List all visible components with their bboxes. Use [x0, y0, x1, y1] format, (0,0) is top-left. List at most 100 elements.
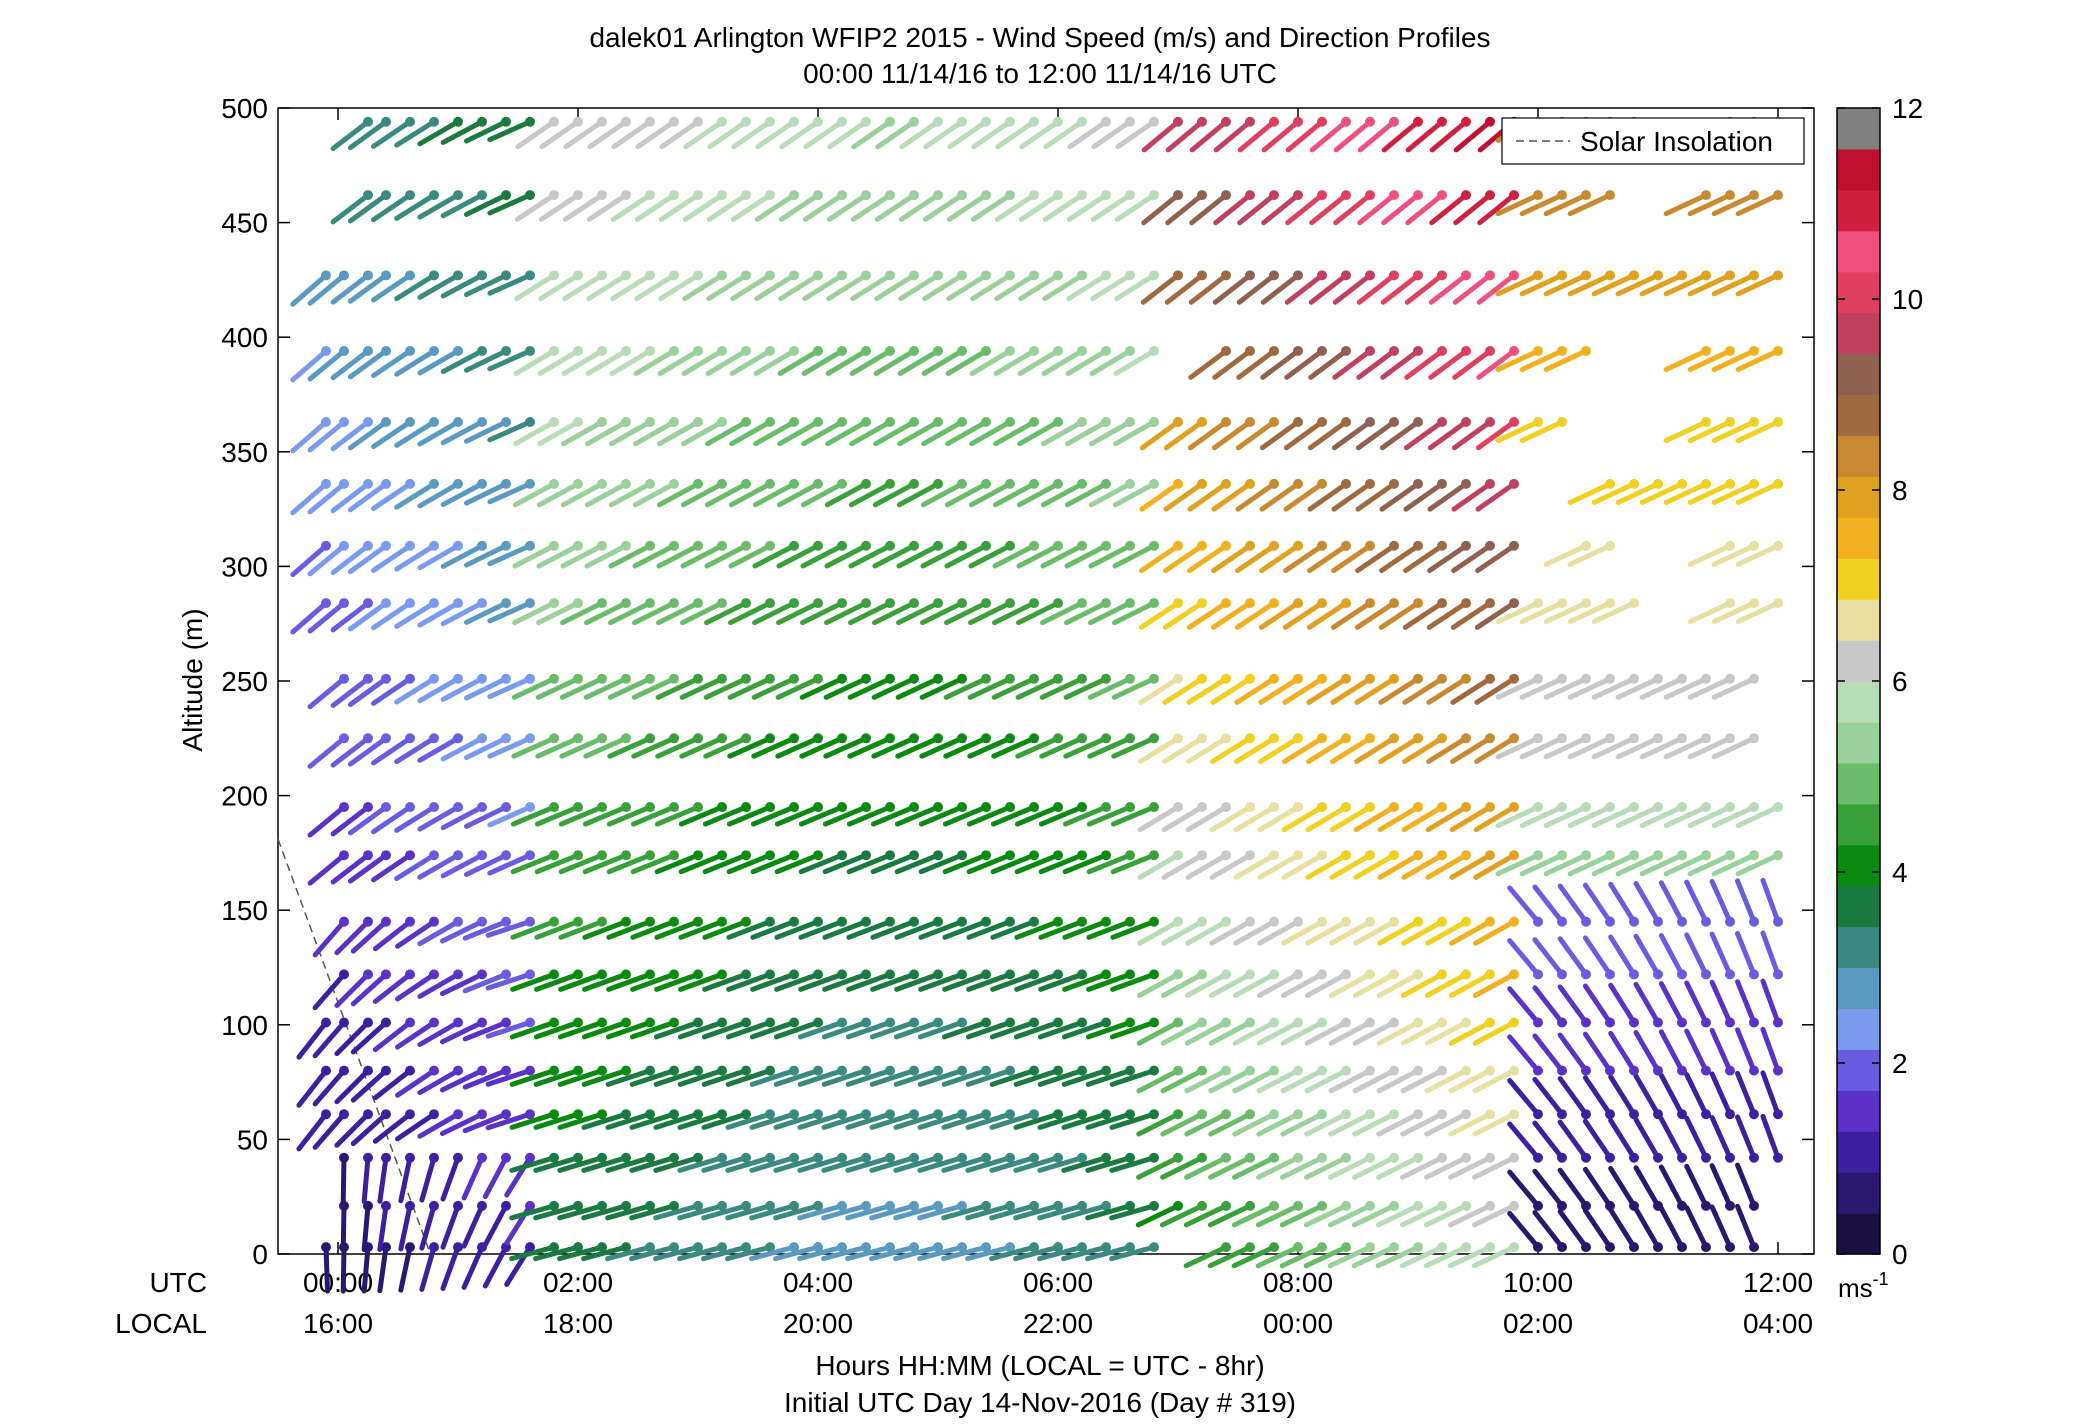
wind-barb	[371, 481, 413, 511]
wind-barb-dot	[501, 1017, 511, 1028]
wind-barb	[921, 419, 965, 447]
wind-barb-dot	[453, 478, 463, 489]
wind-barb	[417, 971, 461, 999]
wind-barb	[1711, 735, 1757, 760]
wind-barb-dot	[933, 1017, 943, 1028]
wind-barb-dot	[813, 417, 823, 428]
wind-barb-dot	[1413, 733, 1423, 744]
x-tick-label-utc: 12:00	[1743, 1267, 1813, 1298]
wind-barb-dot	[1581, 190, 1591, 201]
wind-barb-dot	[1461, 1065, 1471, 1076]
wind-barb	[1476, 272, 1517, 305]
x-axis: 00:0016:0002:0018:0004:0020:0006:0022:00…	[303, 108, 1813, 1339]
wind-barb	[1378, 676, 1421, 705]
wind-barb-dot	[405, 345, 415, 356]
wind-barb-dot	[1293, 1109, 1303, 1120]
wind-barb	[850, 192, 893, 222]
wind-barb-dot	[1485, 190, 1495, 201]
wind-barb	[826, 192, 869, 222]
wind-barb-dot	[1605, 1200, 1615, 1211]
wind-barb-dot	[1485, 1017, 1495, 1028]
wind-barb-dot	[1533, 598, 1543, 609]
colorbar-tick-label: 0	[1892, 1239, 1908, 1270]
wind-barb-dot	[597, 969, 607, 980]
wind-barb	[1711, 600, 1757, 625]
wind-barb-dot	[1629, 802, 1639, 813]
wind-barb	[1086, 919, 1133, 940]
wind-barb-dot	[1197, 190, 1207, 201]
wind-barb	[941, 1203, 989, 1221]
wind-barb	[561, 419, 605, 447]
wind-barb	[1141, 192, 1181, 226]
wind-barb-dot	[861, 916, 871, 927]
wind-barb-dot	[981, 345, 991, 356]
wind-barb-dot	[1533, 1152, 1543, 1163]
wind-barb	[461, 1155, 485, 1201]
wind-barb	[1615, 735, 1661, 760]
wind-barb	[821, 1244, 869, 1262]
wind-barb-dot	[339, 478, 349, 489]
wind-barb	[1687, 852, 1733, 877]
wind-barb	[1307, 481, 1349, 512]
wind-barb-dot	[885, 673, 895, 684]
wind-barb-dot	[453, 598, 463, 609]
wind-barb	[731, 119, 773, 150]
wind-barb	[825, 419, 869, 447]
wind-barb-dot	[1581, 1242, 1591, 1253]
wind-barb	[290, 272, 329, 307]
wind-barb	[1582, 1118, 1613, 1161]
wind-barb-dot	[525, 190, 535, 201]
wind-barb-dot	[477, 270, 487, 281]
wind-barb	[1308, 272, 1349, 305]
wind-barb-dot	[1725, 1152, 1735, 1163]
wind-barb	[1400, 971, 1445, 998]
wind-barb	[630, 852, 677, 875]
wind-barb-dot	[1029, 916, 1039, 927]
wind-barb	[1519, 192, 1565, 217]
wind-barb	[1377, 852, 1421, 880]
wind-barb	[874, 192, 917, 222]
wind-barb	[1378, 735, 1421, 764]
wind-barb	[773, 1020, 821, 1040]
wind-barb	[635, 119, 677, 150]
wind-barb-dot	[1149, 478, 1159, 489]
wind-barb-dot	[573, 270, 583, 281]
wind-barb	[1090, 192, 1133, 222]
wind-barb-dot	[597, 478, 607, 489]
wind-barb-dot	[765, 1242, 775, 1253]
wind-barb	[461, 1203, 485, 1249]
wind-barb-dot	[405, 1200, 415, 1211]
wind-barb	[917, 1244, 965, 1262]
wind-barb-dot	[837, 1242, 847, 1253]
wind-barb-dot	[405, 270, 415, 281]
wind-barb	[1136, 1155, 1181, 1180]
x-axis-sublabel: Initial UTC Day 14-Nov-2016 (Day # 319)	[784, 1387, 1296, 1418]
colorbar-segment	[1837, 271, 1880, 314]
wind-barb	[1327, 1203, 1373, 1228]
wind-barb-dot	[549, 116, 559, 127]
wind-barb	[896, 481, 941, 508]
wind-barb	[296, 1111, 329, 1152]
wind-barb	[919, 735, 965, 759]
wind-barb	[1471, 1203, 1517, 1228]
wind-barb-dot	[1749, 916, 1759, 927]
colorbar-segment	[1837, 885, 1880, 928]
wind-barb	[869, 1020, 917, 1040]
wind-barb	[1211, 481, 1253, 512]
wind-barb-dot	[981, 1065, 991, 1076]
wind-barb	[629, 1111, 677, 1130]
wind-barb-dot	[1485, 673, 1495, 684]
wind-barb-dot	[1461, 116, 1471, 127]
wind-barb-dot	[453, 916, 463, 927]
wind-barb	[870, 804, 917, 827]
wind-barb-dot	[813, 1109, 823, 1120]
wind-barb	[482, 1203, 509, 1248]
wind-barb-dot	[909, 969, 919, 980]
wind-barb	[945, 419, 989, 447]
wind-barb-dot	[1317, 417, 1327, 428]
wind-barb-dot	[741, 733, 751, 744]
wind-barb	[1608, 982, 1637, 1026]
wind-barb	[683, 119, 725, 150]
wind-barb	[701, 1111, 749, 1130]
wind-barb	[1061, 1155, 1109, 1173]
